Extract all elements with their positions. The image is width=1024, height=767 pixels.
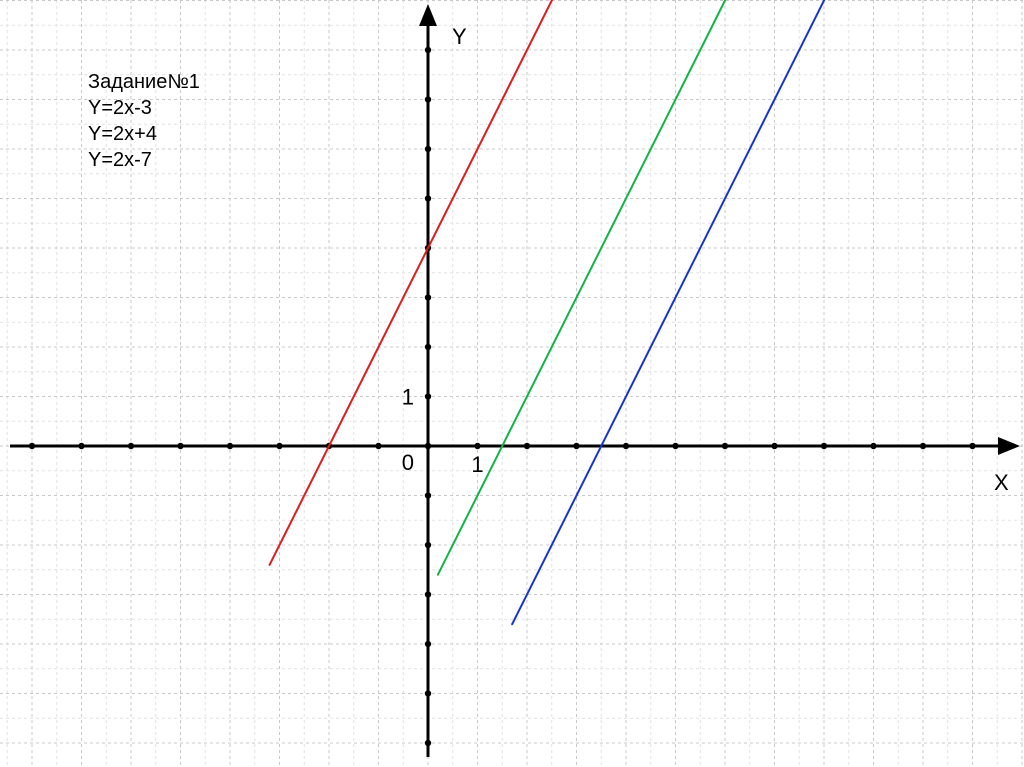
grid [0,0,1024,767]
green-line [438,1,725,575]
legend-line-2: Y=2x+4 [88,123,157,145]
axis-labels: Y X 0 1 1 [402,24,1009,495]
blue-line [512,0,854,624]
x-axis-label: X [994,470,1009,495]
legend-text: Задание№1 Y=2x-3 Y=2x+4 Y=2x-7 [88,71,200,171]
linear-functions-chart: Y X 0 1 1 Задание№1 Y=2x-3 Y=2x+4 Y=2x-7 [0,0,1024,767]
axes [10,4,1020,757]
y-axis-label: Y [452,24,467,49]
y-unit-label: 1 [402,385,414,410]
origin-label: 0 [402,450,414,475]
x-unit-label: 1 [471,452,483,477]
legend-line-1: Y=2x-3 [88,97,152,119]
red-line [270,0,557,565]
plot-lines [270,0,854,624]
legend-line-3: Y=2x-7 [88,149,152,171]
legend-line-0: Задание№1 [88,71,200,93]
